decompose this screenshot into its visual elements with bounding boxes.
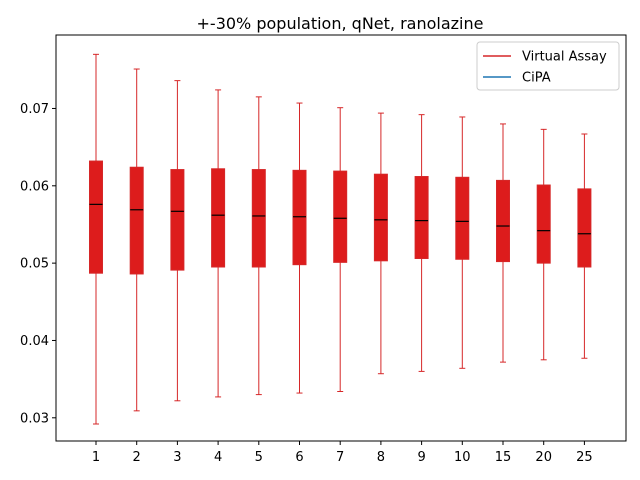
box-20	[536, 128, 551, 361]
x-tick-label: 6	[295, 450, 303, 465]
x-tick-label: 9	[417, 450, 425, 465]
legend: Virtual Assay CiPA	[476, 41, 620, 91]
x-tick-label: 8	[377, 450, 385, 465]
box-iqr	[577, 188, 592, 268]
box-iqr	[292, 169, 307, 266]
box-4	[211, 89, 226, 398]
box-iqr	[170, 169, 185, 271]
box-iqr	[536, 184, 551, 264]
box-iqr	[496, 179, 510, 263]
box-5	[251, 96, 266, 396]
y-tick-label: 0.05	[20, 257, 49, 272]
box-iqr	[89, 160, 103, 274]
x-tick-label: 1	[92, 450, 100, 465]
x-tick-label: 4	[214, 450, 222, 465]
box-7	[333, 107, 348, 393]
x-tick-label: 25	[576, 450, 593, 465]
x-tick-label: 10	[454, 450, 471, 465]
box-iqr	[333, 170, 348, 263]
box-2	[129, 68, 144, 412]
y-tick-label: 0.07	[20, 102, 49, 117]
box-6	[292, 102, 307, 394]
x-tick-label: 2	[133, 450, 141, 465]
x-tick-label: 3	[173, 450, 181, 465]
legend-frame	[476, 41, 620, 91]
box-9	[414, 114, 429, 372]
box-3	[170, 80, 185, 402]
x-tick-label: 7	[336, 450, 344, 465]
box-15	[496, 123, 510, 363]
legend-label-1: CiPA	[522, 71, 551, 86]
box-iqr	[129, 166, 144, 275]
box-iqr	[251, 169, 266, 268]
box-1	[89, 53, 103, 425]
box-iqr	[373, 173, 388, 262]
x-tick-label: 5	[255, 450, 263, 465]
box-25	[577, 133, 592, 359]
legend-label-0: Virtual Assay	[522, 50, 607, 65]
x-tick-label: 20	[535, 450, 552, 465]
y-tick-label: 0.06	[20, 179, 49, 194]
box-10	[455, 116, 470, 369]
box-iqr	[211, 168, 226, 268]
y-tick-label: 0.04	[20, 334, 49, 349]
x-tick-label: 15	[495, 450, 512, 465]
chart-title: +-30% population, qNet, ranolazine	[197, 14, 484, 33]
plot-frame	[55, 34, 627, 442]
plot-area: 0.03 0.04 0.05 0.06 0.07 1 2 3 4 5 6 7 8 9 10 15 20 25	[20, 53, 593, 465]
y-tick-label: 0.03	[20, 411, 49, 426]
box-iqr	[455, 176, 470, 260]
box-8	[373, 112, 388, 375]
box-iqr	[414, 176, 429, 259]
